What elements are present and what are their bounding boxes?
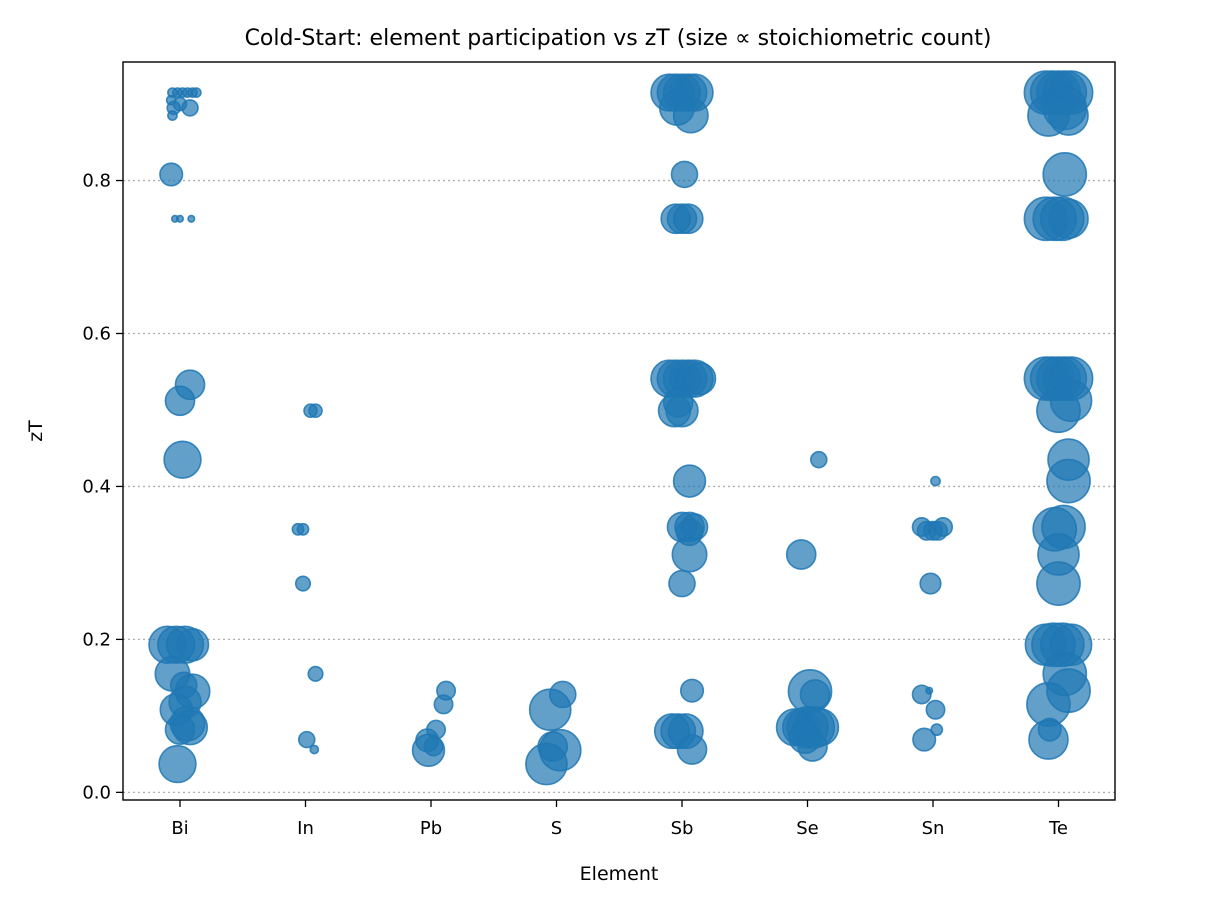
data-point-bi [187,214,196,223]
data-point-sn [933,516,954,537]
data-point-sb [672,97,709,134]
x-tick-label-se: Se [796,818,819,839]
data-point-bi [190,87,202,98]
data-point-sn [930,475,941,487]
data-point-sb [679,678,705,703]
data-point-pb [411,733,446,768]
data-point-te [1028,719,1069,760]
y-tick-label: 0.4 [82,476,111,497]
data-point-sb [670,160,699,189]
data-point-bi [167,110,178,121]
data-point-in [308,403,323,419]
data-point-sb [672,464,707,498]
y-tick-label: 0.0 [82,782,111,803]
data-point-in [297,730,316,749]
x-tick-label-pb: Pb [420,818,442,839]
data-point-sn [919,572,942,595]
data-point-bi [181,99,199,117]
data-point-te [1036,388,1081,434]
data-point-sb [671,536,708,573]
data-point-in [309,744,320,755]
data-point-te [1048,95,1089,136]
data-point-te [1042,152,1088,197]
data-points [148,70,1094,786]
x-tick-label-s: S [551,818,562,839]
data-point-pb [433,694,454,715]
y-tick-label: 0.2 [82,629,111,650]
data-point-bi [158,744,197,784]
data-point-te [1048,198,1089,240]
x-axis-ticks: Bi In Pb S Sb Se Sn Te [171,800,1068,839]
data-point-bi [175,628,210,662]
y-axis-label: zT [25,420,47,442]
data-point-sb [665,393,699,428]
data-point-sn [925,699,946,720]
data-point-bi [163,440,202,479]
data-point-sb [672,203,704,235]
data-point-se [810,450,828,469]
data-point-in [294,575,312,592]
data-point-bi [164,385,196,417]
data-point-sn [925,686,934,695]
chart-title: Cold-Start: element participation vs zT … [245,26,992,51]
data-point-se [799,679,831,710]
y-gridlines [123,179,1115,794]
data-point-sb [682,361,717,396]
data-point-te [1036,561,1081,606]
data-point-sn [912,727,937,752]
data-point-bi [175,214,185,223]
data-point-in [296,522,310,536]
data-point-te [1046,458,1091,504]
x-tick-label-te: Te [1048,818,1068,839]
y-axis-ticks: 0.0 0.2 0.4 0.6 0.8 [82,171,123,803]
x-tick-label-sb: Sb [671,818,694,839]
y-tick-label: 0.8 [82,171,111,192]
data-point-se [785,539,817,570]
data-point-bi [164,714,196,745]
data-point-sb [676,734,708,765]
x-tick-label-sn: Sn [922,818,945,839]
data-point-sb [668,569,696,598]
data-point-in [307,665,324,682]
data-point-se [797,731,828,762]
plot-frame [122,61,1116,801]
x-tick-label-bi: Bi [171,818,188,839]
data-point-bi [159,162,184,187]
y-tick-label: 0.6 [82,323,111,344]
data-point-s [525,742,568,786]
x-tick-label-in: In [297,818,314,839]
data-point-s [528,688,572,732]
x-axis-label: Element [580,863,659,885]
